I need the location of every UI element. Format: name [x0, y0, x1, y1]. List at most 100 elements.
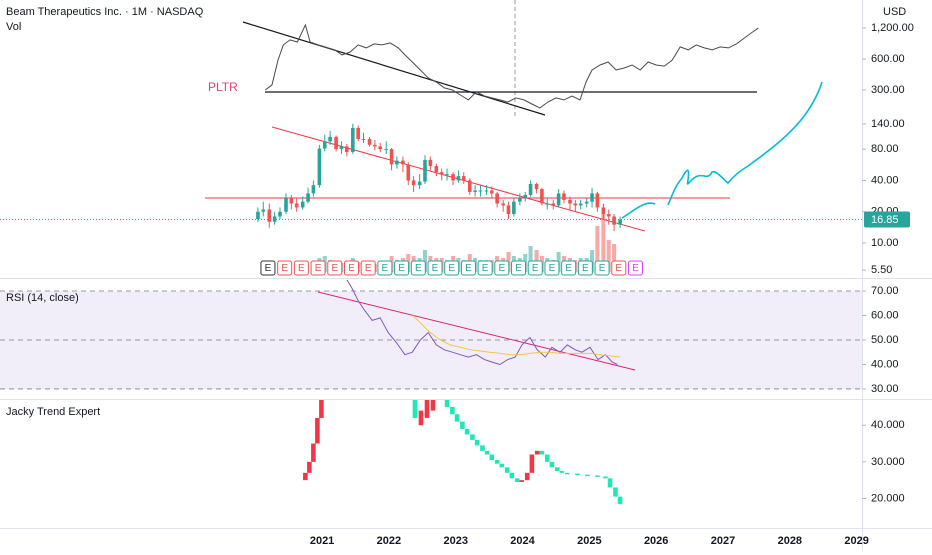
candle-body [272, 216, 277, 222]
earnings-marker [394, 260, 410, 276]
earnings-marker [627, 260, 643, 276]
trend-bar [319, 400, 324, 418]
earnings-marker [611, 260, 627, 276]
earnings-label: E [565, 263, 572, 274]
earnings-label: E [582, 263, 589, 274]
overlay-line [264, 23, 759, 109]
candle-body [573, 203, 578, 206]
candle-body [523, 194, 528, 199]
earnings-marker [427, 260, 443, 276]
candle-body [584, 201, 589, 204]
candle-body [461, 176, 466, 181]
trend-bar [412, 400, 418, 418]
candle-body [556, 193, 561, 206]
earnings-label: E [315, 263, 322, 274]
earnings-label: E [398, 263, 405, 274]
trend-bar [519, 480, 525, 482]
trend-bar [474, 439, 480, 446]
x-tick-label: 2028 [778, 535, 802, 547]
trend-pane [303, 400, 623, 504]
y-tick-label: 300.00 [871, 84, 905, 96]
earnings-marker [360, 260, 376, 276]
candle-body [395, 160, 399, 165]
trend-bar [549, 461, 555, 468]
earnings-label: E [348, 263, 355, 274]
earnings-label: E [632, 263, 639, 274]
trend-bar [585, 474, 590, 477]
earnings-marker [293, 260, 309, 276]
x-tick-label: 2022 [377, 535, 401, 547]
candle-body [495, 193, 499, 204]
trend-bar [514, 478, 520, 482]
y-tick-label: 70.00 [871, 285, 899, 297]
candle-body [578, 203, 583, 206]
earnings-marker [260, 260, 276, 276]
y-tick-label: 5.50 [871, 264, 892, 276]
trend-bar [307, 461, 312, 473]
candle-body [351, 127, 355, 153]
earnings-label: E [265, 263, 272, 274]
candle-body [501, 203, 505, 206]
candle-body [473, 190, 477, 192]
trend-bar [524, 472, 530, 481]
candle-body [306, 193, 310, 202]
earnings-label: E [448, 263, 455, 274]
trend-bar [430, 400, 436, 411]
candle-body [256, 211, 260, 220]
earnings-marker [577, 260, 593, 276]
earnings-marker [377, 260, 393, 276]
trend-bar [607, 478, 613, 488]
trend-bar [311, 443, 316, 462]
trend-bar [613, 487, 618, 497]
x-tick-label: 2024 [510, 535, 535, 547]
y-tick-label: 50.00 [871, 334, 899, 346]
y-tick-label: 30.00 [871, 383, 899, 395]
candle-body [345, 146, 349, 153]
volume-bar [612, 244, 617, 272]
candle-body [478, 190, 483, 192]
earnings-label: E [365, 263, 372, 274]
y-tick-label: 10.00 [871, 237, 899, 249]
candle-body [568, 199, 572, 204]
candle-body [423, 159, 427, 182]
earnings-marker [327, 260, 343, 276]
trend-bar [460, 421, 465, 429]
currency: USD [883, 6, 906, 18]
rsi-band [0, 291, 862, 389]
trend-bar [464, 428, 470, 435]
candle-body [294, 203, 299, 208]
candle-body [267, 209, 272, 222]
candle-body [484, 190, 489, 192]
earnings-marker [561, 260, 577, 276]
x-tick-label: 2029 [844, 535, 868, 547]
earnings-label: E [298, 263, 305, 274]
earnings-label: E [599, 263, 606, 274]
earnings-marker [460, 260, 476, 276]
earnings-label: E [465, 263, 472, 274]
earnings-marker [410, 260, 426, 276]
trend-bar [315, 417, 320, 444]
x-tick-label: 2025 [577, 535, 601, 547]
y-tick-label: 40.00 [871, 174, 899, 186]
y-tick-label: 30.000 [871, 456, 905, 468]
candle-body [378, 146, 383, 150]
trend-bar [595, 475, 600, 477]
candle-body [562, 193, 566, 200]
candle-body [551, 203, 556, 206]
x-tick-label: 2021 [310, 535, 334, 547]
candle-body [417, 181, 422, 186]
candle-body [300, 201, 305, 208]
earnings-marker [444, 260, 460, 276]
trend-bar [509, 472, 515, 479]
earnings-label: E [515, 263, 522, 274]
candle-body [540, 189, 544, 204]
candle-body [401, 160, 405, 165]
y-tick-label: 60.00 [871, 309, 899, 321]
rsi-title: RSI (14, close) [6, 292, 79, 304]
last-price-badge [864, 211, 910, 228]
candle-body [512, 201, 516, 215]
y-tick-label: 80.00 [871, 143, 899, 155]
candle-body [618, 219, 622, 225]
earnings-label: E [432, 263, 439, 274]
